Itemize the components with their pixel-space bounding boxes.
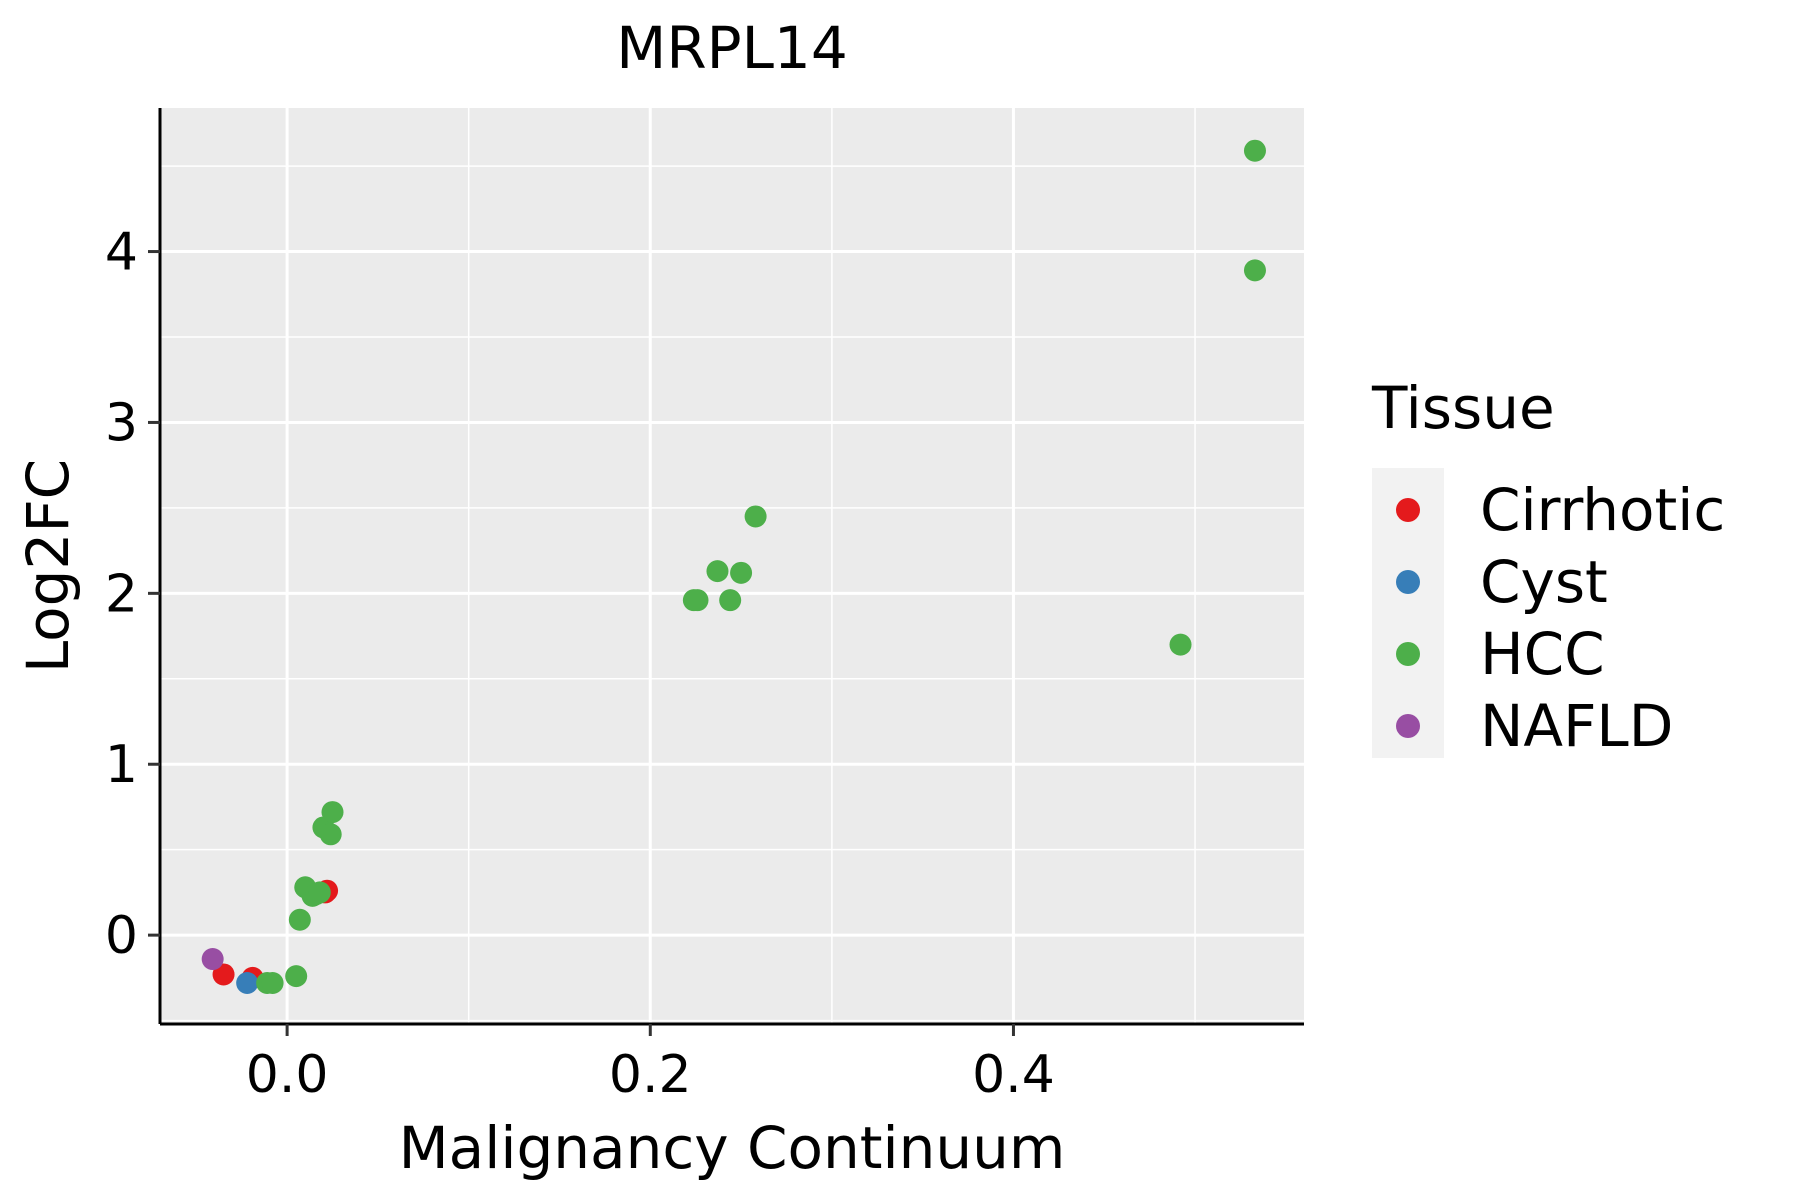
data-points	[201, 139, 1266, 994]
point-hcc	[719, 589, 742, 612]
point-hcc	[686, 589, 709, 612]
legend-label-cyst: Cyst	[1480, 548, 1608, 616]
point-hcc	[285, 965, 308, 988]
legend-label-nafld: NAFLD	[1480, 692, 1673, 760]
y-ticks: 0 1 2 3 4	[105, 223, 160, 966]
y-tick-label: 2	[105, 564, 138, 624]
x-tick-label: 0.2	[609, 1045, 692, 1105]
y-tick-label: 3	[105, 393, 138, 453]
x-ticks: 0.0 0.2 0.4	[246, 1024, 1055, 1105]
point-nafld	[201, 948, 224, 971]
point-hcc	[288, 908, 311, 931]
legend-key-cyst	[1396, 570, 1420, 594]
legend-key-nafld	[1396, 714, 1420, 738]
y-tick-label: 1	[105, 735, 138, 795]
point-hcc	[261, 971, 284, 994]
legend-key-hcc	[1396, 642, 1420, 666]
point-hcc	[1243, 259, 1266, 282]
grid-minor	[160, 108, 1304, 1024]
point-hcc	[1243, 139, 1266, 162]
plot-panel	[160, 108, 1304, 1024]
legend-key-cirrhotic	[1396, 498, 1420, 522]
point-hcc	[319, 823, 342, 846]
x-tick-label: 0.0	[246, 1045, 329, 1105]
point-hcc	[744, 505, 767, 528]
point-hcc	[321, 801, 344, 824]
y-tick-label: 0	[105, 906, 138, 966]
point-hcc	[730, 561, 753, 584]
x-tick-label: 0.4	[972, 1045, 1055, 1105]
y-axis-label: Log2FC	[14, 459, 82, 673]
y-tick-label: 4	[105, 223, 138, 283]
point-hcc	[706, 560, 729, 583]
point-hcc	[308, 881, 331, 904]
point-cyst	[236, 971, 259, 994]
chart-title: MRPL14	[616, 14, 847, 82]
legend-label-cirrhotic: Cirrhotic	[1480, 476, 1725, 544]
legend-title: Tissue	[1371, 374, 1555, 442]
legend-label-hcc: HCC	[1480, 620, 1605, 688]
x-axis-label: Malignancy Continuum	[399, 1114, 1066, 1182]
point-hcc	[1169, 633, 1192, 656]
point-cirrhotic	[212, 963, 235, 986]
